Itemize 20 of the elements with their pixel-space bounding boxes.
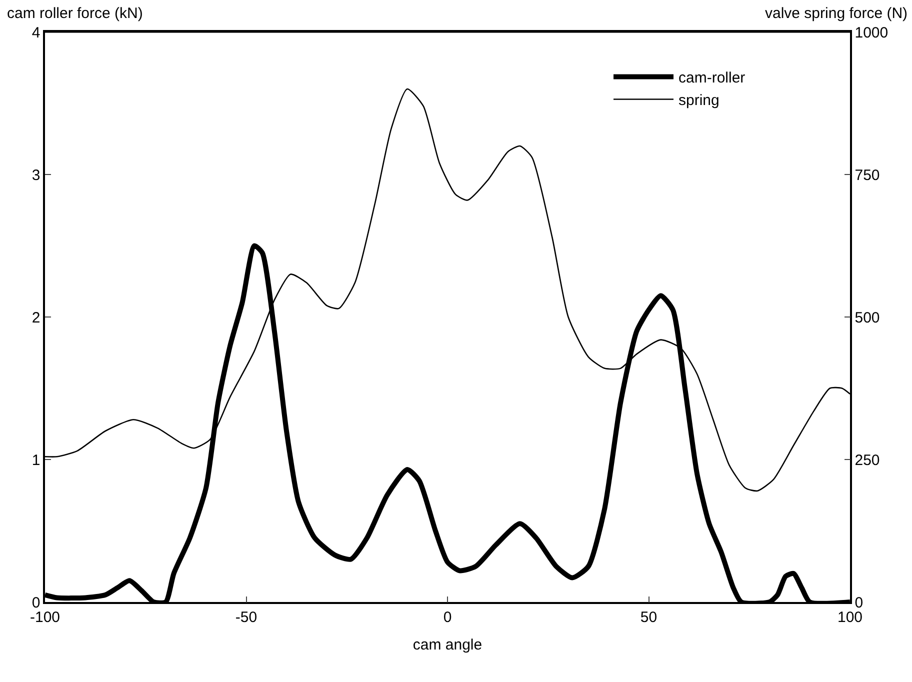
y-axis-title: cam roller force (kN)	[7, 5, 143, 22]
x-axis-title: cam angle	[412, 636, 482, 654]
y2-tick-label: 250	[854, 452, 880, 469]
x-tick-label: 0	[443, 608, 452, 626]
legend-label: spring	[678, 92, 720, 110]
y2-tick-label: 0	[854, 594, 864, 612]
x-tick-label: 100	[837, 608, 863, 626]
y-tick-label: 2	[32, 309, 40, 326]
y2-tick-label: 750	[854, 166, 880, 184]
legend-label: cam-roller	[678, 70, 746, 87]
x-tick-label: -100	[30, 608, 60, 626]
y2-tick-label: 500	[854, 309, 880, 326]
x-tick-label: 50	[640, 608, 658, 626]
y-tick-label: 3	[32, 166, 40, 184]
x-tick-label: -50	[235, 608, 258, 626]
y2-axis-title: valve spring force (N)	[765, 5, 908, 22]
y-tick-label: 1	[32, 452, 40, 469]
y2-tick-label: 1000	[854, 24, 888, 42]
y-tick-label: 0	[32, 594, 40, 612]
y-tick-label: 4	[32, 24, 40, 42]
